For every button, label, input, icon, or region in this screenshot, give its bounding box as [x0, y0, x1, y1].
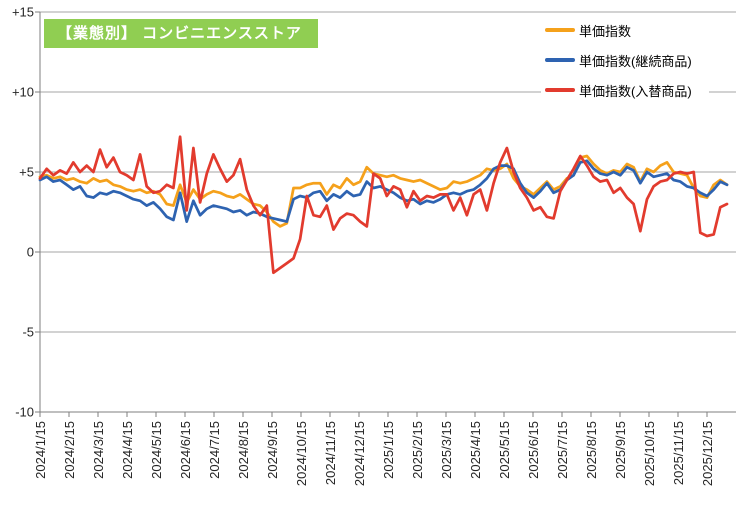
series-line-replacement-products	[38, 135, 729, 275]
legend-item: 単価指数(継続商品)	[545, 45, 705, 75]
x-tick-label: 2025/8/15	[584, 421, 599, 479]
x-tick-label: 2024/7/15	[207, 421, 222, 479]
x-tick-label: 2024/3/15	[91, 421, 106, 479]
y-tick-label: +5	[19, 165, 34, 180]
y-tick-label: -10	[15, 405, 34, 420]
x-tick-label: 2024/10/15	[294, 421, 309, 486]
y-tick-label: -5	[22, 325, 34, 340]
x-tick-label: 2025/4/15	[468, 421, 483, 479]
x-tick-label: 2025/10/15	[642, 421, 657, 486]
x-tick-label: 2024/2/15	[62, 421, 77, 479]
x-tick-label: 2024/11/15	[323, 421, 338, 485]
x-tick-label: 2025/1/15	[381, 421, 396, 479]
legend-item: 単価指数	[545, 15, 705, 45]
x-tick-label: 2025/3/15	[439, 421, 454, 479]
x-tick-label: 2025/9/15	[613, 421, 628, 479]
x-tick-label: 2024/12/15	[352, 421, 367, 486]
chart-title: 【業態別】 コンビニエンスストア	[44, 19, 318, 48]
x-tick-label: 2025/7/15	[555, 421, 570, 479]
x-tick-label: 2025/2/15	[410, 421, 425, 479]
x-tick-label: 2025/12/15	[700, 421, 715, 486]
legend-label: 単価指数	[579, 23, 632, 39]
x-tick-label: 2025/11/15	[671, 421, 686, 485]
legend-line-swatch	[545, 88, 575, 92]
x-tick-label: 2024/4/15	[120, 421, 135, 479]
y-tick-label: +10	[12, 85, 34, 100]
legend-item: 単価指数(入替商品)	[545, 75, 705, 105]
y-tick-label: 0	[27, 245, 34, 260]
y-tick-label: +15	[12, 5, 34, 20]
x-tick-label: 2024/6/15	[178, 421, 193, 479]
x-tick-label: 2025/6/15	[526, 421, 541, 479]
legend-line-swatch	[545, 58, 575, 62]
legend: 単価指数 単価指数(継続商品) 単価指数(入替商品)	[541, 13, 709, 111]
x-tick-label: 2025/5/15	[497, 421, 512, 479]
legend-line-swatch	[545, 28, 575, 32]
legend-label: 単価指数(継続商品)	[579, 53, 692, 69]
x-tick-label: 2024/1/15	[33, 421, 48, 479]
x-tick-label: 2024/5/15	[149, 421, 164, 479]
x-tick-label: 2024/9/15	[265, 421, 280, 479]
x-tick-label: 2024/8/15	[236, 421, 251, 479]
legend-label: 単価指数(入替商品)	[579, 83, 692, 99]
